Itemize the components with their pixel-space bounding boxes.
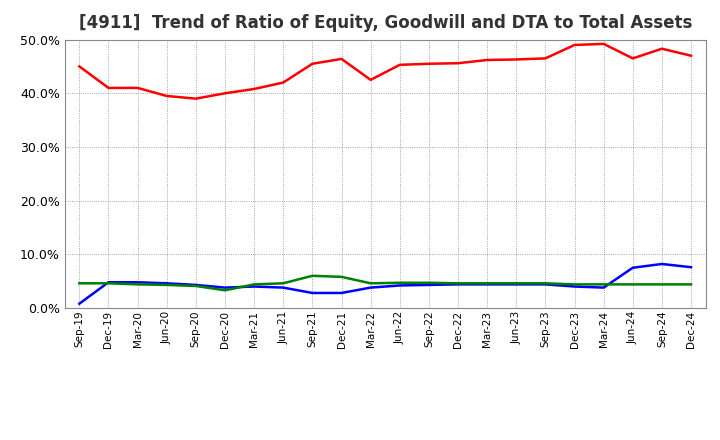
Equity <box>599 41 608 47</box>
Goodwill <box>192 282 200 288</box>
Equity <box>687 53 696 59</box>
Goodwill <box>454 282 462 287</box>
Equity <box>366 77 375 82</box>
Equity <box>104 85 113 91</box>
Equity <box>337 56 346 62</box>
Goodwill <box>133 279 142 285</box>
Deferred Tax Assets <box>599 282 608 287</box>
Line: Deferred Tax Assets: Deferred Tax Assets <box>79 276 691 290</box>
Deferred Tax Assets <box>250 282 258 287</box>
Goodwill <box>279 285 287 290</box>
Deferred Tax Assets <box>454 281 462 286</box>
Deferred Tax Assets <box>192 283 200 289</box>
Equity <box>657 46 666 51</box>
Goodwill <box>104 279 113 285</box>
Equity <box>541 56 550 61</box>
Deferred Tax Assets <box>657 282 666 287</box>
Goodwill <box>599 285 608 290</box>
Goodwill <box>541 282 550 287</box>
Deferred Tax Assets <box>687 282 696 287</box>
Legend: Equity, Goodwill, Deferred Tax Assets: Equity, Goodwill, Deferred Tax Assets <box>169 436 601 440</box>
Deferred Tax Assets <box>220 288 229 293</box>
Goodwill <box>629 265 637 270</box>
Line: Equity: Equity <box>79 44 691 99</box>
Equity <box>425 61 433 66</box>
Equity <box>192 96 200 101</box>
Goodwill <box>483 282 492 287</box>
Goodwill <box>570 284 579 289</box>
Goodwill <box>395 283 404 288</box>
Equity <box>279 80 287 85</box>
Deferred Tax Assets <box>570 282 579 287</box>
Equity <box>220 91 229 96</box>
Goodwill <box>308 290 317 296</box>
Deferred Tax Assets <box>425 280 433 286</box>
Deferred Tax Assets <box>483 281 492 286</box>
Equity <box>570 42 579 48</box>
Deferred Tax Assets <box>629 282 637 287</box>
Goodwill <box>337 290 346 296</box>
Deferred Tax Assets <box>133 282 142 287</box>
Deferred Tax Assets <box>163 282 171 288</box>
Equity <box>483 57 492 62</box>
Line: Goodwill: Goodwill <box>79 264 691 304</box>
Deferred Tax Assets <box>337 274 346 279</box>
Equity <box>308 61 317 66</box>
Goodwill <box>163 281 171 286</box>
Deferred Tax Assets <box>512 281 521 286</box>
Equity <box>395 62 404 67</box>
Goodwill <box>687 264 696 270</box>
Goodwill <box>366 285 375 290</box>
Goodwill <box>425 282 433 288</box>
Deferred Tax Assets <box>279 281 287 286</box>
Equity <box>454 61 462 66</box>
Deferred Tax Assets <box>75 281 84 286</box>
Deferred Tax Assets <box>366 281 375 286</box>
Deferred Tax Assets <box>104 281 113 286</box>
Deferred Tax Assets <box>395 280 404 286</box>
Goodwill <box>75 301 84 306</box>
Goodwill <box>220 285 229 290</box>
Title: [4911]  Trend of Ratio of Equity, Goodwill and DTA to Total Assets: [4911] Trend of Ratio of Equity, Goodwil… <box>78 15 692 33</box>
Equity <box>512 57 521 62</box>
Equity <box>629 56 637 61</box>
Deferred Tax Assets <box>541 281 550 286</box>
Equity <box>163 93 171 99</box>
Goodwill <box>250 284 258 289</box>
Equity <box>133 85 142 91</box>
Equity <box>250 86 258 92</box>
Goodwill <box>512 282 521 287</box>
Goodwill <box>657 261 666 267</box>
Deferred Tax Assets <box>308 273 317 279</box>
Equity <box>75 64 84 69</box>
